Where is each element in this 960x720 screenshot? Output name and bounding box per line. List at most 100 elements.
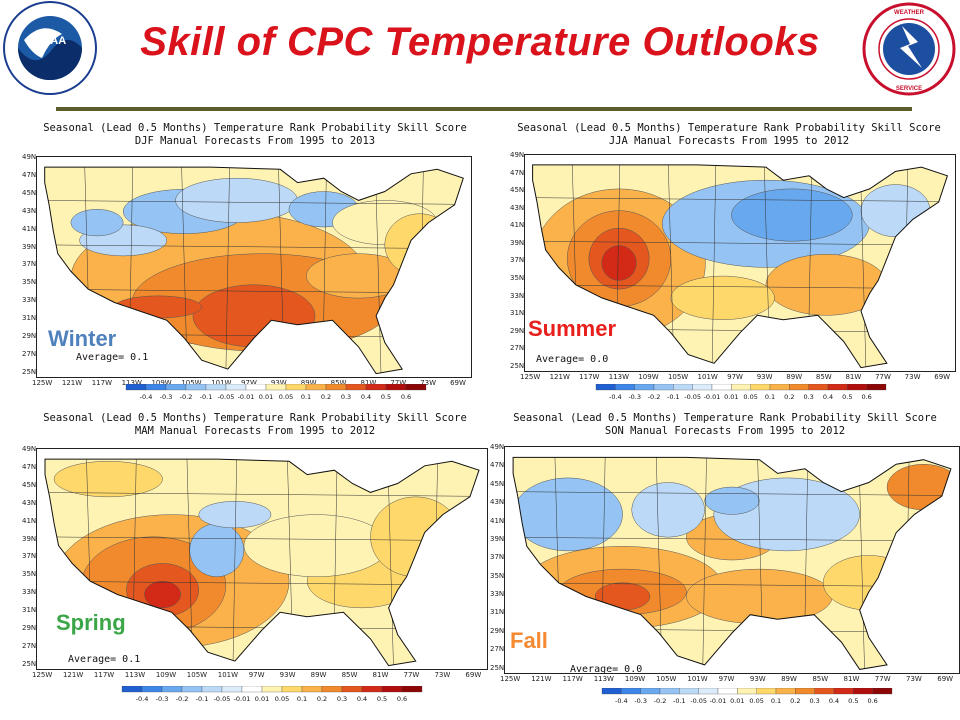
latitude-tick-label: 33N (22, 296, 37, 305)
longitude-tick-label: 85W (330, 379, 347, 387)
colorbar-tick-label: 0.6 (867, 697, 877, 705)
colorbar-swatch (711, 384, 732, 391)
colorbar-swatch (265, 384, 287, 391)
title-divider (56, 107, 912, 111)
colorbar-tick-label: 0.4 (361, 393, 371, 401)
spring-season-label: Spring (56, 610, 126, 635)
panel-title-line2: JJA Manual Forecasts From 1995 to 2012 (608, 135, 850, 147)
colorbar-swatch (285, 384, 307, 391)
fall-season-label: Fall (510, 628, 548, 653)
longitude-tick-label: 97W (241, 379, 257, 387)
colorbar-tick-label: 0.6 (401, 393, 411, 401)
longitude-tick-label: 105W (181, 379, 202, 387)
colorbar-swatch (281, 686, 303, 693)
latitude-tick-label: 39N (510, 238, 525, 247)
longitude-tick-label: 109W (151, 379, 172, 387)
colorbar-swatch (769, 384, 790, 391)
latitude-tick-label: 49N (490, 443, 505, 451)
colorbar-swatch (827, 384, 848, 391)
skill-contour-region (704, 486, 760, 515)
longitude-tick-label: 105W (186, 671, 208, 679)
colorbar-tick-label: 0.05 (275, 695, 289, 703)
colorbar-tick-label: -0.05 (218, 393, 235, 401)
colorbar-tick-label: -0.05 (690, 697, 707, 705)
longitude-tick-label: 73W (434, 671, 451, 679)
average-score: Average= 0.0 (536, 354, 609, 365)
latitude-tick-label: 33N (490, 590, 505, 599)
latitude-tick-label: 25N (510, 361, 525, 370)
colorbar-tick-label: 0.6 (397, 695, 407, 703)
longitude-tick-label: 105W (656, 675, 677, 683)
skill-contour-region (631, 482, 705, 538)
longitude-tick-label: 69W (450, 379, 466, 387)
us-border (532, 164, 949, 369)
summer-map-panel: Seasonal (Lead 0.5 Months) Temperature R… (498, 118, 960, 402)
colorbar-swatch (385, 384, 407, 391)
skill-contour-region (198, 501, 272, 529)
colorbar-tick-label: -0.4 (140, 393, 153, 401)
noaa-text: NOAA (34, 35, 66, 47)
longitude-tick-label: 121W (61, 379, 83, 387)
latitude-tick-label: 27N (490, 645, 505, 654)
colorbar-swatch (381, 686, 403, 693)
colorbar-swatch (221, 686, 243, 693)
colorbar-swatch (750, 384, 771, 391)
colorbar-tick-label: -0.4 (609, 393, 622, 401)
panel-title-line1: Seasonal (Lead 0.5 Months) Temperature R… (43, 122, 467, 134)
colorbar-swatch (731, 384, 751, 391)
colorbar-swatch (698, 688, 719, 695)
latitude-tick-label: 43N (490, 498, 505, 507)
longitude-tick-label: 73W (904, 373, 921, 381)
latitude-tick-label: 47N (22, 462, 37, 471)
colorbar-tick-label: 0.1 (765, 393, 775, 401)
colorbar-swatch (795, 688, 815, 695)
colorbar-tick-label: -0.2 (180, 393, 193, 401)
latitude-tick-label: 49N (510, 151, 525, 159)
longitude-tick-label: 93W (270, 379, 287, 387)
longitude-tick-label: 73W (906, 675, 922, 683)
colorbar-tick-label: 0.3 (341, 393, 351, 401)
colorbar-tick-label: -0.1 (673, 697, 686, 705)
longitude-tick-label: 81W (360, 379, 377, 387)
colorbar-tick-label: 0.3 (337, 695, 347, 703)
colorbar-tick-label: -0.3 (160, 393, 173, 401)
latitude-tick-label: 43N (22, 498, 37, 507)
skill-colorbar: -0.4 -0.3 -0.2 -0.1 -0.05 -0.01 0.01 0.05 0.1 0.2… (121, 686, 423, 703)
colorbar-swatch (814, 688, 835, 695)
longitude-tick-label: 101W (217, 671, 239, 679)
skill-contour-region (670, 275, 775, 320)
colorbar-tick-label: -0.2 (176, 695, 189, 703)
longitude-tick-label: 117W (91, 379, 113, 387)
longitude-tick-label: 77W (390, 379, 407, 387)
colorbar-swatch (205, 384, 227, 391)
longitude-tick-label: 81W (372, 671, 389, 679)
summer-skill-map (524, 154, 956, 372)
colorbar-swatch (640, 688, 661, 695)
colorbar-swatch (756, 688, 777, 695)
longitude-tick-label: 113W (124, 671, 146, 679)
colorbar-swatch (325, 384, 347, 391)
colorbar-tick-label: -0.1 (200, 393, 213, 401)
colorbar-swatch (121, 686, 143, 693)
latitude-tick-label: 33N (22, 588, 37, 597)
latitude-tick-label: 35N (510, 274, 525, 283)
skill-contour-region (731, 188, 853, 242)
latitude-tick-label: 41N (22, 516, 37, 525)
longitude-tick-label: 77W (403, 671, 420, 679)
colorbar-tick-label: -0.3 (628, 393, 641, 401)
longitude-tick-label: 77W (875, 373, 891, 381)
panel-title-line2: SON Manual Forecasts From 1995 to 2012 (604, 425, 846, 437)
latitude-tick-label: 45N (22, 480, 37, 489)
winter-map-panel: Seasonal (Lead 0.5 Months) Temperature R… (20, 118, 490, 402)
colorbar-swatch (679, 688, 699, 695)
latitude-tick-label: 27N (22, 641, 37, 650)
colorbar-swatch (789, 384, 809, 391)
skill-contour-region (243, 514, 389, 578)
colorbar-tick-label: 0.5 (848, 697, 858, 705)
colorbar-tick-label: 0.05 (279, 393, 293, 401)
colorbar-swatch (866, 384, 887, 391)
longitude-tick-label: 69W (934, 373, 951, 381)
colorbar-tick-label: 0.2 (790, 697, 800, 705)
longitude-tick-label: 85W (812, 675, 829, 683)
colorbar-swatch (673, 384, 693, 391)
